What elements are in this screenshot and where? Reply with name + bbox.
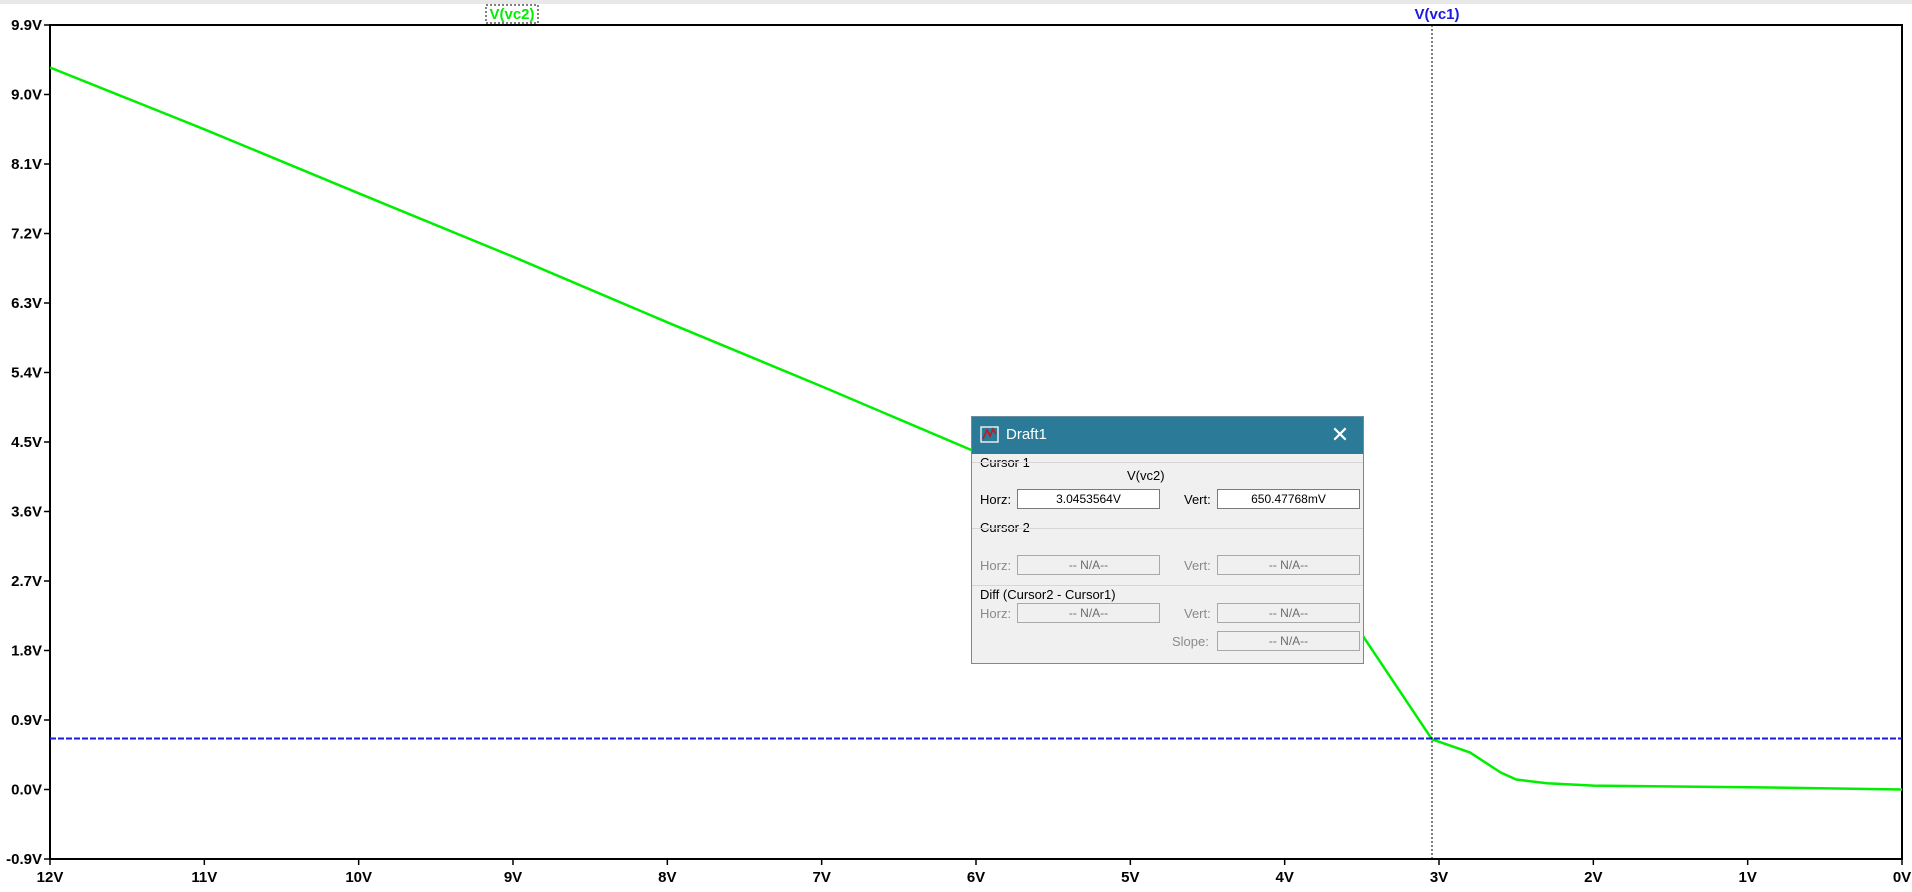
x-tick-label: 5V bbox=[1121, 869, 1139, 886]
y-tick-label: 3.6V bbox=[11, 504, 42, 521]
diff-divider bbox=[972, 585, 1363, 586]
x-tick-label: 4V bbox=[1275, 869, 1293, 886]
dialog-title: Draft1 bbox=[1006, 426, 1047, 443]
dialog-titlebar[interactable]: Draft1 ✕ bbox=[972, 417, 1363, 454]
top-strip bbox=[0, 0, 1912, 4]
trace-title-vc1[interactable]: V(vc1) bbox=[1414, 6, 1459, 23]
cursor1-vert-label: Vert: bbox=[1184, 492, 1211, 507]
y-tick-label: 4.5V bbox=[11, 434, 42, 451]
diff-vert-label: Vert: bbox=[1184, 606, 1211, 621]
y-tick-label: 5.4V bbox=[11, 365, 42, 382]
waveform-app-icon bbox=[980, 426, 999, 443]
diff-label: Diff (Cursor2 - Cursor1) bbox=[980, 587, 1116, 602]
x-tick-label: 3V bbox=[1430, 869, 1448, 886]
x-tick-label: 12V bbox=[37, 869, 64, 886]
y-tick-label: 8.1V bbox=[11, 156, 42, 173]
cursor1-horz-label: Horz: bbox=[980, 492, 1012, 507]
x-tick-label: 0V bbox=[1893, 869, 1911, 886]
y-tick-label: 0.9V bbox=[11, 712, 42, 729]
cursor-dialog[interactable]: Draft1 ✕ Cursor 1 V(vc2) Horz: Vert: Cur… bbox=[971, 416, 1364, 664]
x-tick-label: 11V bbox=[191, 869, 217, 886]
diff-slope-field bbox=[1217, 631, 1360, 651]
cursor2-label: Cursor 2 bbox=[980, 520, 1030, 535]
cursor2-horz-field bbox=[1017, 555, 1160, 575]
plot-axes bbox=[0, 0, 1912, 865]
close-icon[interactable]: ✕ bbox=[1330, 422, 1350, 447]
y-tick-label: 1.8V bbox=[11, 643, 42, 660]
trace-title-vc2[interactable]: V(vc2) bbox=[489, 6, 534, 23]
cursor1-horz-field[interactable] bbox=[1017, 489, 1160, 509]
y-tick-label: 2.7V bbox=[11, 573, 42, 590]
x-tick-label: 8V bbox=[658, 869, 676, 886]
trace-title-vc2-focus bbox=[485, 4, 539, 24]
x-tick-label: 7V bbox=[812, 869, 830, 886]
diff-horz-field bbox=[1017, 603, 1160, 623]
diff-vert-field bbox=[1217, 603, 1360, 623]
y-tick-label: 6.3V bbox=[11, 295, 42, 312]
cursor2-horz-label: Horz: bbox=[980, 558, 1012, 573]
y-tick-label: 0.0V bbox=[11, 782, 42, 799]
x-tick-label: 10V bbox=[345, 869, 372, 886]
y-tick-label: 7.2V bbox=[11, 226, 42, 243]
cursor1-trace-name: V(vc2) bbox=[1127, 468, 1165, 483]
y-tick-label: 9.0V bbox=[11, 87, 42, 104]
x-tick-label: 1V bbox=[1738, 869, 1756, 886]
cursor2-vert-field bbox=[1217, 555, 1360, 575]
y-tick-label: 9.9V bbox=[11, 17, 42, 34]
y-tick-label: -0.9V bbox=[6, 851, 42, 868]
x-tick-label: 9V bbox=[504, 869, 522, 886]
cursor2-divider bbox=[972, 528, 1363, 529]
cursor1-divider bbox=[972, 462, 1363, 463]
diff-horz-label: Horz: bbox=[980, 606, 1012, 621]
x-tick-label: 2V bbox=[1584, 869, 1602, 886]
cursor2-vert-label: Vert: bbox=[1184, 558, 1211, 573]
x-tick-label: 6V bbox=[967, 869, 985, 886]
plot-labels: 9.9V 9.0V 8.1V 7.2V 6.3V 5.4V 4.5V 3.6V 2.7V 1.8V… bbox=[6, 4, 1911, 886]
cursor1-vert-field[interactable] bbox=[1217, 489, 1360, 509]
diff-slope-label: Slope: bbox=[1172, 634, 1209, 649]
